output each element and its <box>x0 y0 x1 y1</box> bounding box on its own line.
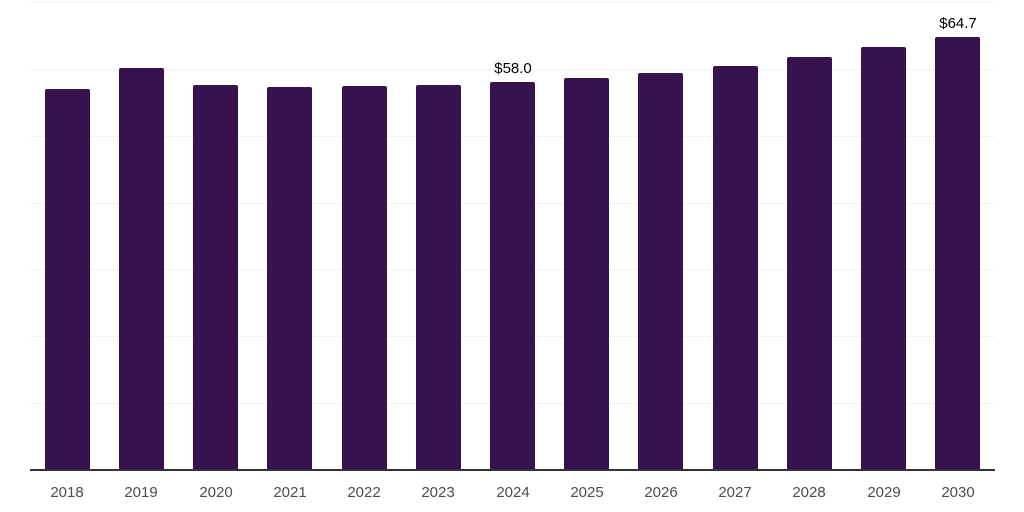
bar-2022 <box>342 86 387 470</box>
x-tick-label-2019: 2019 <box>124 484 158 501</box>
data-label-2030: $64.7 <box>939 15 977 32</box>
x-tick-label-2024: 2024 <box>496 484 530 501</box>
gridline <box>30 2 995 3</box>
bar-2025 <box>564 78 609 470</box>
x-tick-label-2025: 2025 <box>570 484 604 501</box>
x-tick-label-2029: 2029 <box>867 484 901 501</box>
bar-2020 <box>193 85 238 470</box>
x-tick-label-2021: 2021 <box>273 484 307 501</box>
bar-2024 <box>490 82 535 470</box>
x-tick-label-2027: 2027 <box>718 484 752 501</box>
x-tick-label-2030: 2030 <box>941 484 975 501</box>
bar-2028 <box>787 57 832 470</box>
bar-2023 <box>416 85 461 470</box>
x-tick-label-2023: 2023 <box>421 484 455 501</box>
bar-2021 <box>267 87 312 470</box>
bar-2029 <box>861 47 906 470</box>
x-tick-label-2022: 2022 <box>347 484 381 501</box>
x-tick-label-2018: 2018 <box>50 484 84 501</box>
x-axis-line <box>30 469 995 471</box>
gridline <box>30 69 995 70</box>
data-label-2024: $58.0 <box>494 60 532 77</box>
bar-2019 <box>119 68 164 470</box>
bar-2018 <box>45 89 90 470</box>
bar-2027 <box>713 66 758 470</box>
x-tick-label-2026: 2026 <box>644 484 678 501</box>
bar-2030 <box>935 37 980 470</box>
x-tick-label-2020: 2020 <box>199 484 233 501</box>
bar-2026 <box>638 73 683 470</box>
x-tick-label-2028: 2028 <box>792 484 826 501</box>
